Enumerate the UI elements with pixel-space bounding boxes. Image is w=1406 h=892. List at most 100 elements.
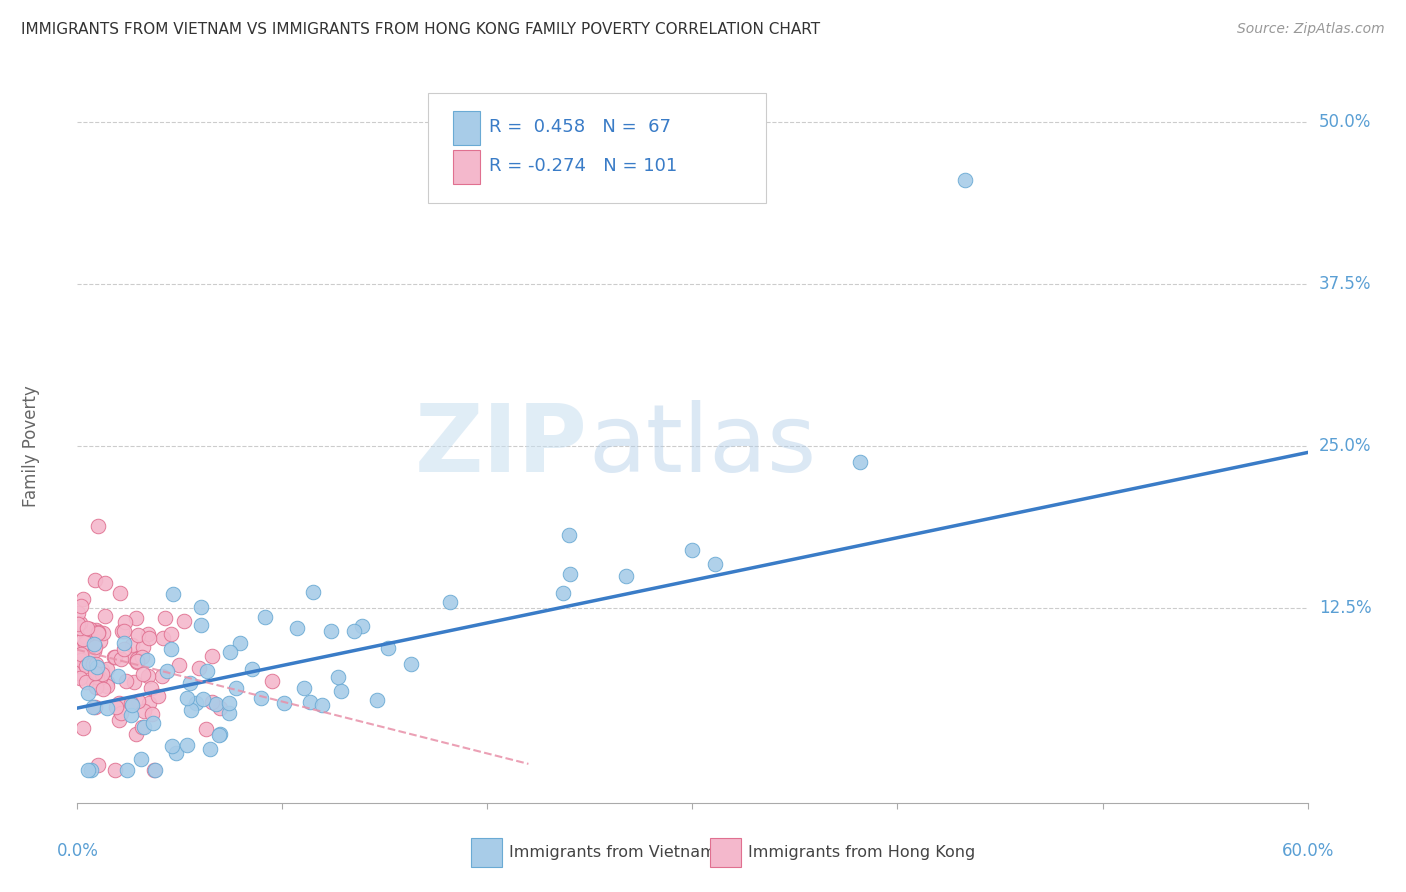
- Point: [551, 586, 574, 600]
- Point: [127, 694, 149, 708]
- Point: [110, 651, 132, 665]
- Point: [273, 697, 295, 711]
- Point: [201, 695, 224, 709]
- Point: [69, 671, 91, 685]
- Point: [162, 587, 184, 601]
- Point: [190, 599, 212, 614]
- Point: [285, 621, 308, 635]
- Point: [121, 698, 143, 713]
- Point: [125, 610, 148, 624]
- Point: [150, 669, 173, 683]
- Point: [131, 751, 153, 765]
- FancyBboxPatch shape: [427, 93, 766, 203]
- Point: [439, 595, 461, 609]
- Point: [94, 674, 117, 689]
- Point: [194, 722, 217, 736]
- Point: [69, 615, 91, 630]
- Point: [96, 700, 118, 714]
- Point: [127, 655, 149, 669]
- Point: [218, 706, 240, 720]
- Text: 0.0%: 0.0%: [56, 842, 98, 860]
- Point: [84, 680, 107, 694]
- Point: [108, 586, 131, 600]
- Point: [67, 643, 90, 657]
- Point: [204, 698, 226, 712]
- Point: [127, 654, 149, 668]
- Point: [83, 644, 105, 658]
- Point: [66, 658, 89, 673]
- Point: [86, 758, 108, 772]
- Point: [72, 632, 94, 646]
- Point: [560, 567, 582, 582]
- Point: [302, 585, 325, 599]
- Point: [69, 647, 91, 661]
- Point: [93, 609, 115, 624]
- Point: [84, 665, 107, 680]
- Point: [96, 662, 118, 676]
- Point: [103, 650, 125, 665]
- Point: [132, 720, 155, 734]
- Point: [76, 621, 98, 635]
- Point: [195, 664, 218, 678]
- Point: [83, 640, 105, 654]
- Point: [143, 764, 166, 778]
- Point: [131, 640, 153, 654]
- Point: [124, 727, 146, 741]
- Point: [83, 700, 105, 714]
- Point: [89, 634, 111, 648]
- Point: [131, 720, 153, 734]
- Point: [200, 741, 222, 756]
- Point: [86, 680, 108, 694]
- Point: [262, 673, 284, 688]
- Point: [152, 632, 174, 646]
- Point: [90, 667, 112, 681]
- Point: [107, 696, 129, 710]
- Point: [87, 624, 110, 639]
- Point: [72, 592, 94, 607]
- Point: [319, 624, 342, 639]
- Point: [94, 576, 117, 591]
- Point: [218, 696, 240, 710]
- Point: [82, 674, 104, 689]
- Point: [681, 542, 703, 557]
- Point: [77, 656, 100, 670]
- Point: [120, 708, 142, 723]
- Point: [82, 657, 104, 672]
- Point: [146, 689, 169, 703]
- Point: [103, 649, 125, 664]
- Point: [114, 674, 136, 689]
- Point: [299, 695, 322, 709]
- Point: [86, 659, 108, 673]
- Point: [377, 641, 399, 656]
- Text: 37.5%: 37.5%: [1319, 275, 1371, 293]
- Point: [104, 700, 127, 714]
- Point: [112, 624, 135, 638]
- Point: [84, 623, 107, 637]
- Point: [80, 764, 103, 778]
- Point: [250, 690, 273, 705]
- Text: R = -0.274   N = 101: R = -0.274 N = 101: [489, 157, 678, 175]
- Point: [69, 653, 91, 667]
- Text: 25.0%: 25.0%: [1319, 437, 1371, 455]
- Point: [96, 675, 118, 690]
- Point: [111, 624, 134, 638]
- Point: [558, 527, 581, 541]
- Point: [75, 675, 97, 690]
- Point: [122, 650, 145, 665]
- Point: [704, 557, 727, 571]
- Point: [180, 703, 202, 717]
- Point: [155, 664, 177, 678]
- Point: [399, 657, 422, 671]
- Text: atlas: atlas: [588, 400, 815, 492]
- Point: [179, 675, 201, 690]
- Point: [70, 599, 93, 614]
- Point: [104, 764, 127, 778]
- Point: [160, 627, 183, 641]
- Text: Immigrants from Vietnam: Immigrants from Vietnam: [509, 846, 716, 860]
- Point: [91, 681, 114, 696]
- Point: [343, 624, 366, 639]
- Point: [153, 611, 176, 625]
- Point: [76, 764, 98, 778]
- Point: [70, 648, 93, 662]
- Point: [366, 693, 388, 707]
